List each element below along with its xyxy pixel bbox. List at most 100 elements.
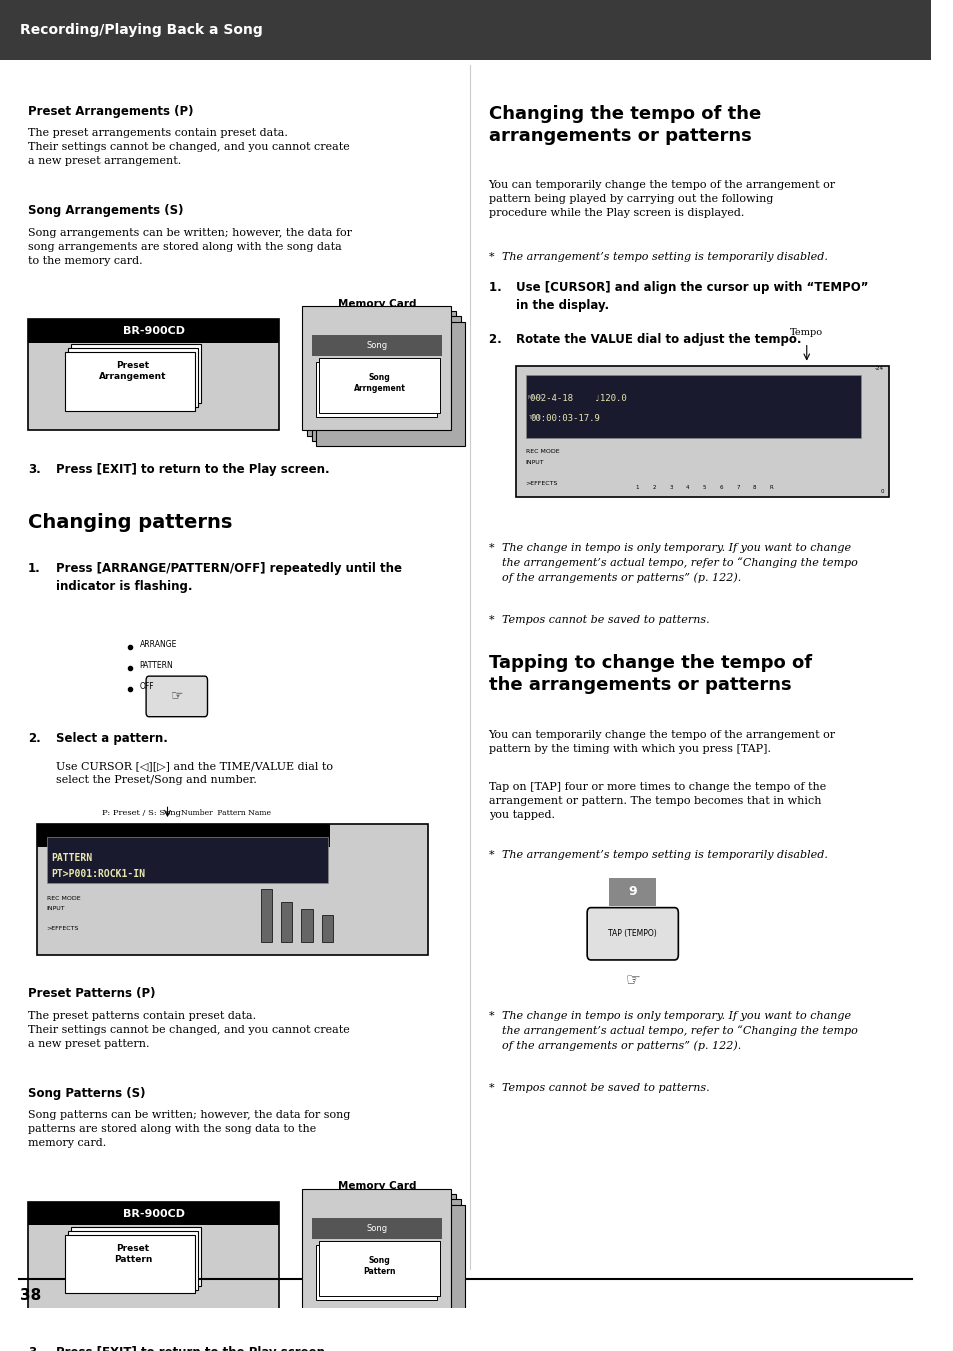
- FancyBboxPatch shape: [319, 1242, 439, 1296]
- FancyBboxPatch shape: [302, 1189, 451, 1313]
- Text: MEAS: MEAS: [527, 394, 542, 400]
- Text: 1: 1: [635, 485, 639, 490]
- Text: Changing patterns: Changing patterns: [28, 512, 232, 532]
- Text: Changing the tempo of the
arrangements or patterns: Changing the tempo of the arrangements o…: [488, 104, 760, 145]
- Text: *: *: [488, 1084, 497, 1093]
- FancyBboxPatch shape: [321, 916, 333, 942]
- FancyBboxPatch shape: [68, 1231, 198, 1289]
- Text: ARRANGE: ARRANGE: [139, 640, 176, 650]
- Text: PATTERN: PATTERN: [139, 661, 173, 670]
- FancyBboxPatch shape: [37, 824, 330, 847]
- Text: 2.: 2.: [28, 732, 41, 746]
- Text: The preset arrangements contain preset data.
Their settings cannot be changed, a: The preset arrangements contain preset d…: [28, 128, 350, 166]
- Text: You can temporarily change the tempo of the arrangement or
pattern by the timing: You can temporarily change the tempo of …: [488, 730, 835, 754]
- FancyBboxPatch shape: [281, 902, 292, 942]
- Text: Press [ARRANGE/PATTERN/OFF] repeatedly until the
indicator is flashing.: Press [ARRANGE/PATTERN/OFF] repeatedly u…: [56, 562, 401, 593]
- Text: The change in tempo is only temporary. If you want to change
the arrangement’s a: The change in tempo is only temporary. I…: [502, 543, 858, 582]
- Text: *: *: [488, 1011, 497, 1021]
- FancyBboxPatch shape: [28, 319, 279, 343]
- FancyBboxPatch shape: [316, 322, 465, 446]
- Text: Song patterns can be written; however, the data for song
patterns are stored alo: Song patterns can be written; however, t…: [28, 1111, 350, 1148]
- Text: INPUT: INPUT: [47, 907, 65, 912]
- Text: Preset Arrangements (P): Preset Arrangements (P): [28, 104, 193, 118]
- FancyBboxPatch shape: [307, 1194, 456, 1319]
- FancyBboxPatch shape: [516, 366, 887, 497]
- Text: Song arrangements can be written; however, the data for
song arrangements are st: Song arrangements can be written; howeve…: [28, 227, 352, 266]
- Text: 5: 5: [702, 485, 705, 490]
- Text: Number  Pattern Name: Number Pattern Name: [181, 809, 272, 817]
- Text: 1.: 1.: [488, 281, 509, 295]
- Text: Press [EXIT] to return to the Play screen.: Press [EXIT] to return to the Play scree…: [56, 463, 329, 476]
- Text: 8: 8: [752, 485, 756, 490]
- Text: Use [CURSOR] and align the cursor up with “TEMPO”
in the display.: Use [CURSOR] and align the cursor up wit…: [516, 281, 868, 312]
- Text: *: *: [488, 850, 497, 861]
- FancyBboxPatch shape: [65, 1235, 195, 1293]
- Text: TIME: TIME: [527, 415, 540, 420]
- Text: Song
Arrngement: Song Arrngement: [354, 373, 405, 393]
- Text: BR-900CD: BR-900CD: [122, 326, 184, 336]
- Text: Tapping to change the tempo of
the arrangements or patterns: Tapping to change the tempo of the arran…: [488, 654, 811, 694]
- Text: 2: 2: [652, 485, 656, 490]
- FancyBboxPatch shape: [319, 358, 439, 413]
- Text: Use CURSOR [◁][▷] and the TIME/VALUE dial to
select the Preset/Song and number.: Use CURSOR [◁][▷] and the TIME/VALUE dia…: [56, 761, 333, 785]
- Text: The arrangement’s tempo setting is temporarily disabled.: The arrangement’s tempo setting is tempo…: [502, 253, 827, 262]
- Text: The change in tempo is only temporary. If you want to change
the arrangement’s a: The change in tempo is only temporary. I…: [502, 1011, 858, 1051]
- Text: Song Arrangements (S): Song Arrangements (S): [28, 204, 183, 218]
- Text: TAP (TEMPO): TAP (TEMPO): [608, 929, 657, 939]
- FancyBboxPatch shape: [0, 0, 929, 61]
- Text: You can temporarily change the tempo of the arrangement or
pattern being played : You can temporarily change the tempo of …: [488, 181, 835, 219]
- Text: The arrangement’s tempo setting is temporarily disabled.: The arrangement’s tempo setting is tempo…: [502, 850, 827, 861]
- Text: Memory Card: Memory Card: [337, 299, 416, 308]
- Text: PT>P001:ROCK1-IN: PT>P001:ROCK1-IN: [51, 869, 145, 878]
- FancyBboxPatch shape: [146, 676, 208, 716]
- FancyBboxPatch shape: [312, 1200, 460, 1324]
- Text: 002-4-18    ♩120.0: 002-4-18 ♩120.0: [530, 394, 626, 404]
- FancyBboxPatch shape: [316, 1246, 436, 1300]
- Text: Press [EXIT] to return to the Play screen.: Press [EXIT] to return to the Play scree…: [56, 1346, 329, 1351]
- Text: 1.: 1.: [28, 562, 41, 576]
- FancyBboxPatch shape: [260, 889, 272, 942]
- Text: 3.: 3.: [28, 463, 41, 476]
- Text: INPUT: INPUT: [525, 461, 544, 465]
- FancyBboxPatch shape: [121, 628, 251, 713]
- FancyBboxPatch shape: [609, 878, 656, 907]
- Text: *: *: [488, 253, 497, 262]
- Text: 0: 0: [880, 489, 883, 494]
- Text: ☞: ☞: [624, 971, 639, 990]
- Text: REC MODE: REC MODE: [525, 449, 558, 454]
- Text: 6: 6: [719, 485, 722, 490]
- Text: Song: Song: [366, 1224, 387, 1232]
- Text: Select a pattern.: Select a pattern.: [56, 732, 168, 746]
- Text: BR-900CD: BR-900CD: [122, 1209, 184, 1219]
- FancyBboxPatch shape: [316, 362, 436, 417]
- FancyBboxPatch shape: [301, 909, 313, 942]
- Text: 2.: 2.: [488, 334, 509, 346]
- Text: Recording/Playing Back a Song: Recording/Playing Back a Song: [20, 23, 263, 36]
- Text: Song Patterns (S): Song Patterns (S): [28, 1086, 145, 1100]
- FancyBboxPatch shape: [28, 1202, 279, 1225]
- Text: Tempos cannot be saved to patterns.: Tempos cannot be saved to patterns.: [502, 615, 709, 624]
- Text: 3.: 3.: [28, 1346, 41, 1351]
- Text: 3: 3: [668, 485, 672, 490]
- FancyBboxPatch shape: [525, 376, 860, 438]
- Text: Tempo: Tempo: [789, 328, 822, 338]
- FancyBboxPatch shape: [307, 311, 456, 435]
- Text: 9: 9: [628, 885, 637, 898]
- Text: PATTERN: PATTERN: [51, 852, 92, 863]
- Text: Memory Card: Memory Card: [337, 1181, 416, 1192]
- Text: 38: 38: [20, 1289, 42, 1304]
- Text: Preset
Pattern: Preset Pattern: [113, 1244, 152, 1265]
- Text: *: *: [488, 543, 497, 553]
- Text: The preset patterns contain preset data.
Their settings cannot be changed, and y: The preset patterns contain preset data.…: [28, 1011, 350, 1048]
- Text: Preset
Arrangement: Preset Arrangement: [99, 361, 167, 381]
- Text: 00:00:03-17.9: 00:00:03-17.9: [530, 413, 599, 423]
- FancyBboxPatch shape: [71, 345, 201, 403]
- FancyBboxPatch shape: [312, 1217, 441, 1239]
- Text: *: *: [488, 615, 497, 624]
- Text: REC MODE: REC MODE: [47, 896, 80, 901]
- FancyBboxPatch shape: [71, 1227, 201, 1286]
- FancyBboxPatch shape: [37, 824, 428, 955]
- FancyBboxPatch shape: [28, 319, 279, 430]
- Text: Rotate the VALUE dial to adjust the tempo.: Rotate the VALUE dial to adjust the temp…: [516, 334, 801, 346]
- FancyBboxPatch shape: [68, 349, 198, 407]
